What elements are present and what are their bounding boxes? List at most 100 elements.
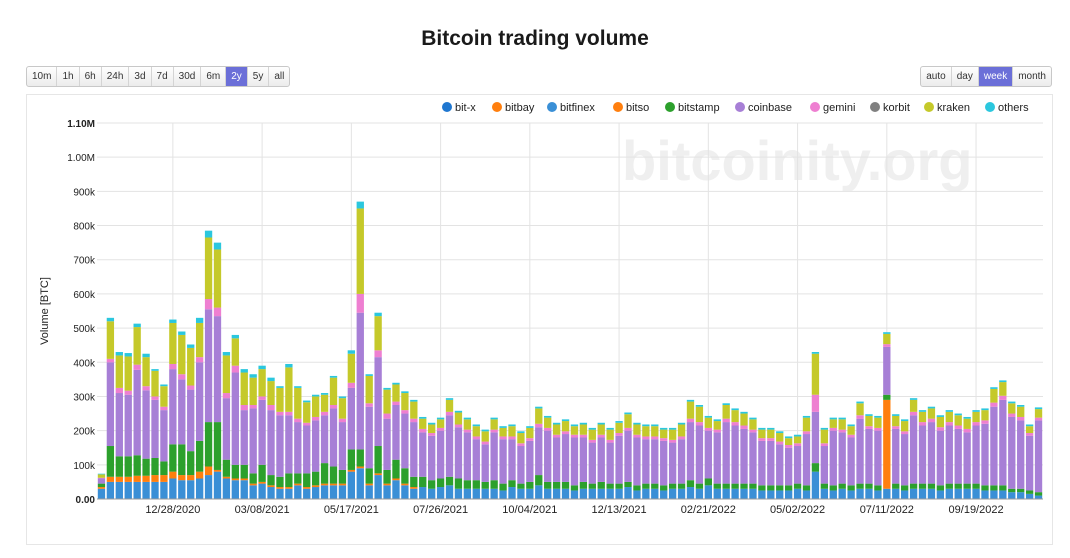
bar-segment-others <box>267 377 275 382</box>
bar-segment-bitstamp <box>704 478 712 486</box>
bar-segment-bitso <box>213 469 222 472</box>
bar-segment-others <box>133 323 141 328</box>
bar-segment-bitso <box>338 483 347 486</box>
timespan-button-2y[interactable]: 2y <box>226 67 248 86</box>
bar-segment-kraken <box>436 419 445 428</box>
bar-segment-bitstamp <box>169 444 177 472</box>
bar-segment-bitstamp <box>651 483 659 489</box>
bar-segment-kraken <box>544 417 552 428</box>
bar-segment-coinbase <box>133 369 141 456</box>
bar-segment-bitstamp <box>222 459 231 477</box>
bar-segment-coinbase <box>419 432 427 477</box>
bar-segment-bitfinex <box>481 488 489 499</box>
bar-segment-bitfinex <box>936 490 945 499</box>
timespan-button-1h[interactable]: 1h <box>57 67 80 86</box>
bar-segment-kraken <box>695 406 704 423</box>
bar-segment-bitso <box>231 478 239 481</box>
bar-segment-coinbase <box>178 379 186 445</box>
bar-segment-kraken <box>758 429 766 439</box>
y-tick-label: 700k <box>73 256 96 267</box>
timespan-button-24h[interactable]: 24h <box>102 67 130 86</box>
timespan-button-10m[interactable]: 10m <box>27 67 58 86</box>
bar-segment-others <box>776 431 784 434</box>
timespan-button-6h[interactable]: 6h <box>80 67 102 86</box>
bar-segment-coinbase <box>151 399 159 458</box>
bar-segment-gemini <box>258 396 266 400</box>
bar-segment-bitstamp <box>936 485 945 491</box>
bar-segment-coinbase <box>508 439 516 481</box>
timespan-button-6m[interactable]: 6m <box>201 67 227 86</box>
bar-segment-gemini <box>829 427 837 431</box>
legend-marker-bitstamp <box>665 102 675 112</box>
bar-segment-gemini <box>561 431 570 435</box>
bar-segment-coinbase <box>677 439 686 484</box>
bar-segment-kraken <box>927 408 936 419</box>
bar-segment-gemini <box>338 418 347 423</box>
bar-segment-bitso <box>329 483 338 486</box>
bar-segment-gemini <box>240 405 248 411</box>
bar-segment-coinbase <box>535 427 543 476</box>
bar-segment-gemini <box>303 422 311 426</box>
bar-segment-gemini <box>392 401 400 405</box>
grouping-button-week[interactable]: week <box>978 67 1014 86</box>
bar-segment-others <box>517 431 525 434</box>
bar-segment-kraken <box>847 426 855 435</box>
bar-segment-kraken <box>561 421 570 432</box>
bar-segment-bitstamp <box>195 440 204 472</box>
bar-segment-coinbase <box>838 432 846 484</box>
bar-segment-coinbase <box>892 428 900 484</box>
bar-segment-kraken <box>517 433 525 444</box>
bar-segment-bitfinex <box>401 485 409 499</box>
timespan-button-3d[interactable]: 3d <box>129 67 152 86</box>
bar-segment-bitfinex <box>410 488 418 499</box>
bar-segment-kraken <box>722 405 730 419</box>
bar-segment-coinbase <box>401 413 409 469</box>
bar-segment-bitfinex <box>97 488 106 499</box>
bar-segment-kraken <box>1034 409 1043 418</box>
bar-segment-coinbase <box>847 437 855 486</box>
bar-segment-bitfinex <box>615 488 623 499</box>
legend-label-bitso: bitso <box>626 102 649 114</box>
bar-segment-bitso <box>883 399 891 489</box>
bar-segment-others <box>856 401 864 404</box>
bar-segment-kraken <box>249 377 257 405</box>
grouping-button-day[interactable]: day <box>952 67 979 86</box>
bar-segment-bitfinex <box>258 483 266 499</box>
bar-segment-kraken <box>713 421 721 430</box>
bar-segment-others <box>552 422 561 425</box>
bar-segment-bitfinex <box>820 488 829 499</box>
bar-segment-bitfinex <box>677 488 686 499</box>
bar-segment-bitstamp <box>588 483 596 489</box>
bar-segment-bitstamp <box>106 446 115 477</box>
bar-segment-others <box>901 419 909 422</box>
legend-marker-gemini <box>810 102 820 112</box>
bar-segment-gemini <box>606 439 614 443</box>
bar-segment-bitfinex <box>758 490 766 499</box>
bar-segment-kraken <box>276 387 284 412</box>
bar-segment-gemini <box>552 434 561 438</box>
bar-segment-bitfinex <box>285 488 293 499</box>
bar-segment-kraken <box>142 357 150 387</box>
bar-segment-bitstamp <box>356 449 364 467</box>
bar-segment-bitfinex <box>178 480 186 499</box>
bar-segment-gemini <box>187 385 195 390</box>
timespan-button-5y[interactable]: 5y <box>248 67 270 86</box>
bar-segment-gemini <box>633 434 641 438</box>
bar-segment-bitso <box>195 471 204 479</box>
timespan-button-7d[interactable]: 7d <box>152 67 174 86</box>
bar-segment-bitstamp <box>642 483 650 489</box>
bar-segment-kraken <box>936 416 945 428</box>
bar-segment-bitstamp <box>240 464 248 479</box>
bar-segment-kraken <box>892 415 900 427</box>
grouping-button-month[interactable]: month <box>1018 71 1046 82</box>
bar-segment-others <box>410 399 418 402</box>
timespan-button-30d[interactable]: 30d <box>174 67 202 86</box>
bar-segment-bitfinex <box>865 488 873 499</box>
timespan-button-all[interactable]: all <box>274 71 285 82</box>
bar-segment-bitfinex <box>722 488 730 499</box>
bar-segment-gemini <box>677 436 686 440</box>
bar-segment-gemini <box>892 426 900 429</box>
bar-segment-others <box>695 405 704 407</box>
bar-segment-bitfinex <box>1025 493 1034 499</box>
grouping-button-auto[interactable]: auto <box>921 67 952 86</box>
